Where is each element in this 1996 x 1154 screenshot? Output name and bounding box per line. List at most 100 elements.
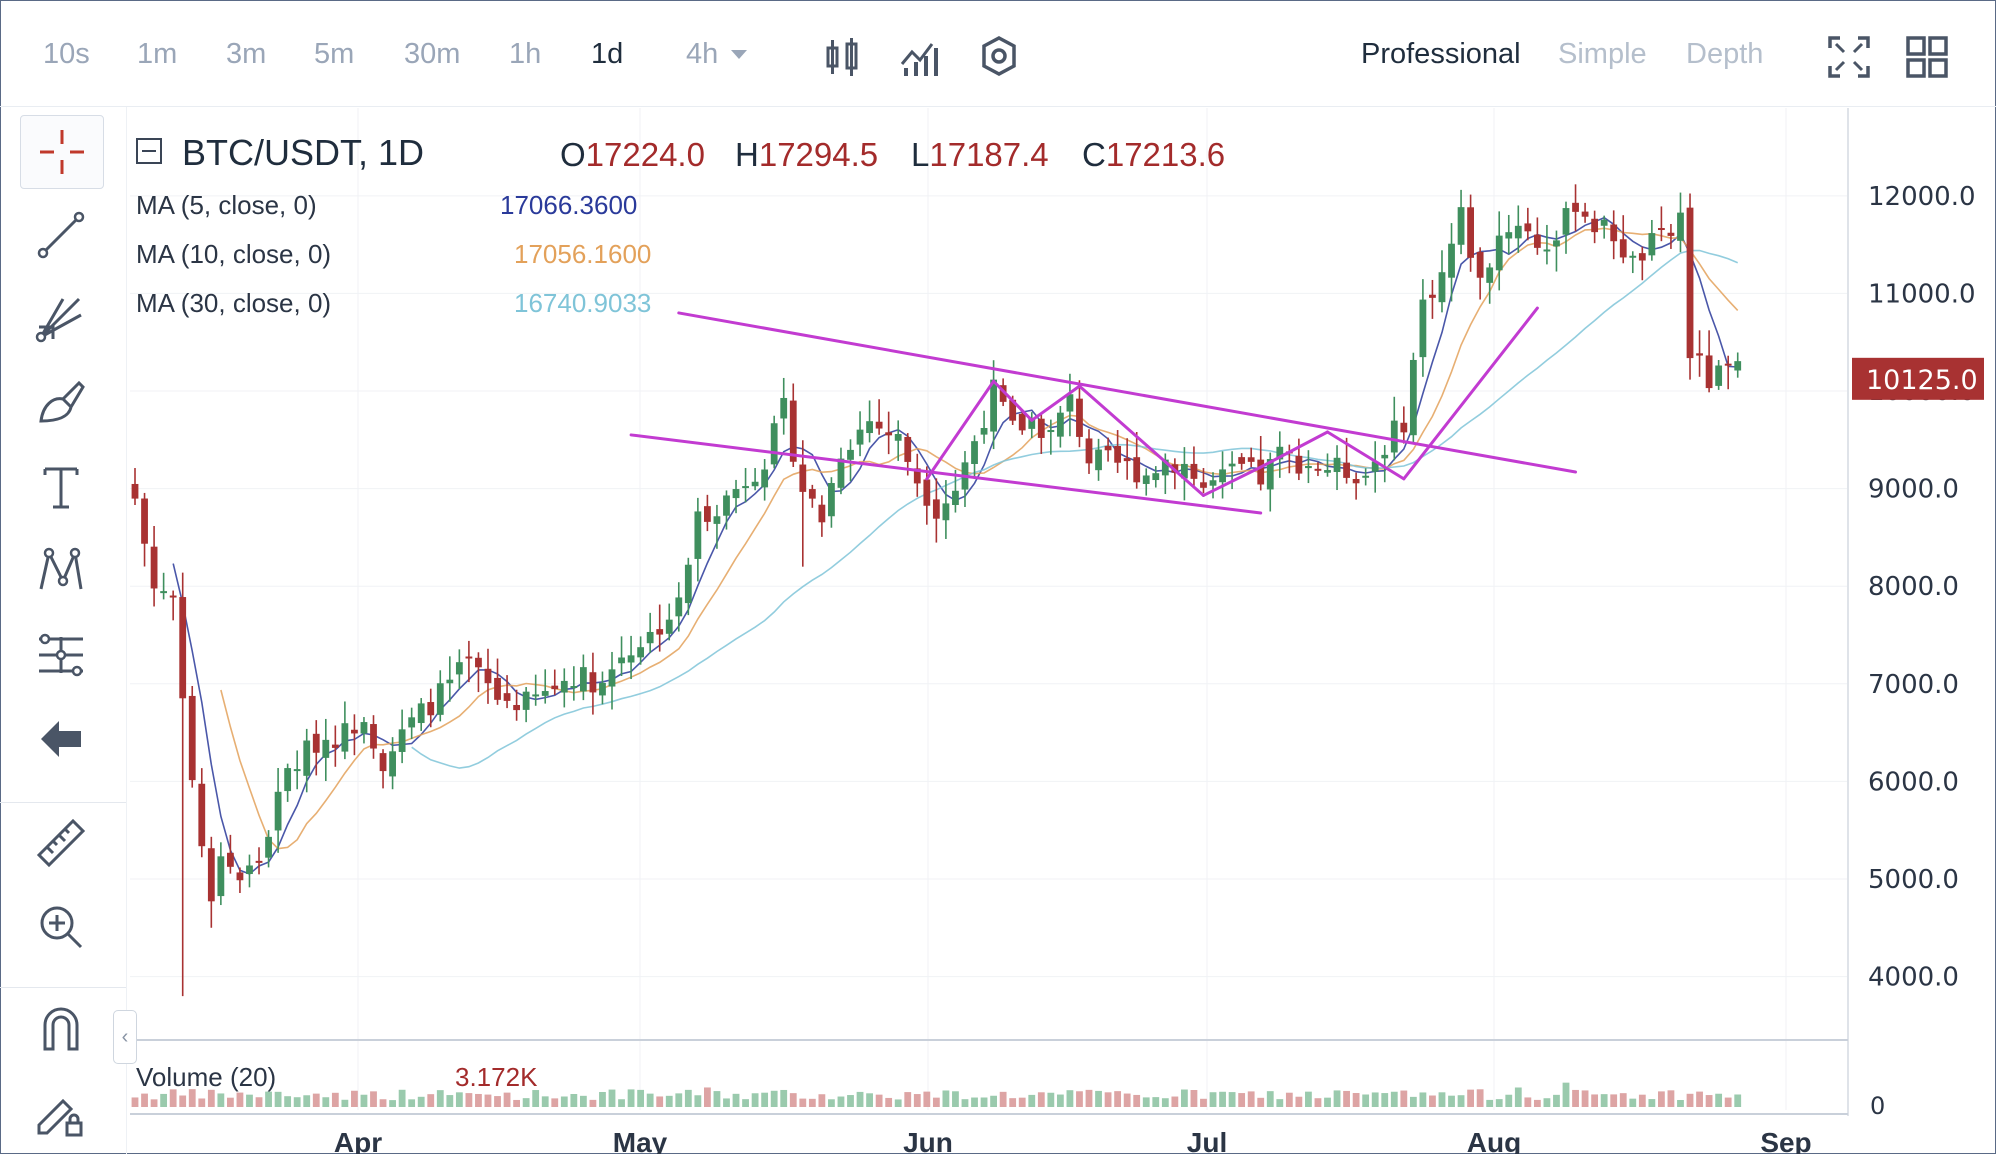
candle-body <box>1724 363 1732 366</box>
settings-gear-icon[interactable] <box>976 34 1022 80</box>
volume-bar <box>341 1099 349 1107</box>
candle-body <box>1533 234 1541 248</box>
candle-body <box>780 397 788 419</box>
candle-body <box>551 685 559 690</box>
lock-drawing-tool[interactable] <box>20 1077 102 1149</box>
volume-bar <box>503 1092 511 1107</box>
mode-professional[interactable]: Professional <box>1361 38 1521 70</box>
time-tick-label: May <box>613 1127 668 1154</box>
timeframe-1h[interactable]: 1h <box>509 38 542 70</box>
candle-body <box>1562 208 1570 235</box>
measure-tool[interactable] <box>20 807 102 879</box>
candle-body <box>1591 218 1599 233</box>
volume-bar <box>1362 1094 1370 1107</box>
volume-bar <box>589 1099 597 1107</box>
volume-bar <box>856 1091 864 1107</box>
candle-body <box>503 693 511 701</box>
candle-body <box>971 441 978 464</box>
timeframe-1d[interactable]: 1d <box>591 38 624 70</box>
candle-body <box>446 679 454 684</box>
volume-bar <box>904 1092 912 1107</box>
candle-body <box>1705 355 1713 389</box>
candle-body <box>684 564 692 604</box>
text-tool[interactable] <box>20 451 102 523</box>
candle-body <box>637 647 645 658</box>
panel-collapse-button[interactable]: ‹ <box>113 1010 137 1064</box>
volume-bar <box>1572 1089 1579 1107</box>
candle-body <box>990 379 997 432</box>
candle-body <box>1362 475 1370 478</box>
candle-body <box>255 860 263 863</box>
fullscreen-icon[interactable] <box>1826 34 1872 80</box>
candle-body <box>589 672 597 693</box>
candle-body <box>1505 232 1513 239</box>
volume-bar <box>1305 1091 1312 1107</box>
crosshair-icon <box>40 130 84 174</box>
candle-body <box>1209 480 1217 486</box>
volume-bar <box>1696 1091 1703 1107</box>
volume-bar <box>303 1095 311 1107</box>
timeframe-4h: 4h <box>686 38 719 70</box>
candle-body <box>1400 422 1408 433</box>
line-icon <box>37 211 85 259</box>
timeframe-1m[interactable]: 1m <box>137 38 178 70</box>
candle-body <box>1018 413 1026 431</box>
trend-line-tool[interactable] <box>20 199 102 271</box>
fibonacci-tool[interactable] <box>20 283 102 355</box>
brush-tool[interactable] <box>20 367 102 439</box>
ma5-value: 17066.3600 <box>500 190 638 220</box>
candle-body <box>1429 294 1436 298</box>
volume-bar <box>818 1094 826 1107</box>
candle-body <box>351 729 358 734</box>
candle-body <box>1152 473 1160 481</box>
zoom-tool[interactable] <box>20 891 102 963</box>
candle-body <box>1037 418 1045 438</box>
price-tick-label: 12000.0 <box>1868 182 1976 212</box>
mode-depth[interactable]: Depth <box>1686 38 1764 70</box>
volume-bar <box>961 1099 969 1107</box>
magnet-tool[interactable] <box>20 993 102 1065</box>
volume-bar <box>694 1095 702 1107</box>
volume-bar <box>1266 1091 1274 1107</box>
undo-tool[interactable] <box>20 703 102 775</box>
candle-body <box>694 511 702 559</box>
ma5-label: MA (5, close, 0) <box>136 190 317 220</box>
timeframe-3m[interactable]: 3m <box>226 38 267 70</box>
volume-bar <box>742 1099 749 1107</box>
volume-bar <box>1686 1093 1694 1107</box>
pattern-tool[interactable] <box>20 535 102 607</box>
timeframe-5m[interactable]: 5m <box>314 38 355 70</box>
candle-body <box>789 400 797 462</box>
volume-bar <box>1381 1093 1389 1107</box>
volume-bar <box>675 1093 683 1107</box>
timeframe-4h-dropdown[interactable]: 4h <box>686 38 748 71</box>
mode-simple[interactable]: Simple <box>1558 38 1647 70</box>
ma10-value: 17056.1600 <box>514 239 652 269</box>
grid-layout-icon[interactable] <box>1904 34 1950 80</box>
volume-bar <box>274 1091 282 1107</box>
legend-collapse-button[interactable] <box>136 138 162 164</box>
candle-body <box>1343 462 1350 478</box>
candle-body <box>1390 420 1398 453</box>
ruler-icon <box>36 818 86 868</box>
candlestick-type-icon[interactable] <box>820 34 866 80</box>
candle-body <box>246 865 253 875</box>
candle-body <box>942 503 950 521</box>
crosshair-tool[interactable] <box>20 115 104 189</box>
pencil-lock-icon <box>37 1098 83 1137</box>
timeframe-10s[interactable]: 10s <box>43 38 90 70</box>
volume-bar <box>570 1094 578 1107</box>
volume-bar <box>169 1089 177 1107</box>
timeframe-30m[interactable]: 30m <box>404 38 461 70</box>
ma5-line <box>172 216 1738 875</box>
volume-bar <box>284 1096 292 1107</box>
indicators-icon[interactable] <box>898 34 944 80</box>
volume-bar <box>1114 1091 1122 1107</box>
volume-bar <box>1600 1094 1608 1107</box>
candle-body <box>1715 365 1723 386</box>
forecast-tool[interactable] <box>20 619 102 691</box>
pattern-icon <box>39 547 83 590</box>
candle-body <box>236 872 244 881</box>
trendline-zigzag-6 <box>1259 430 1329 469</box>
